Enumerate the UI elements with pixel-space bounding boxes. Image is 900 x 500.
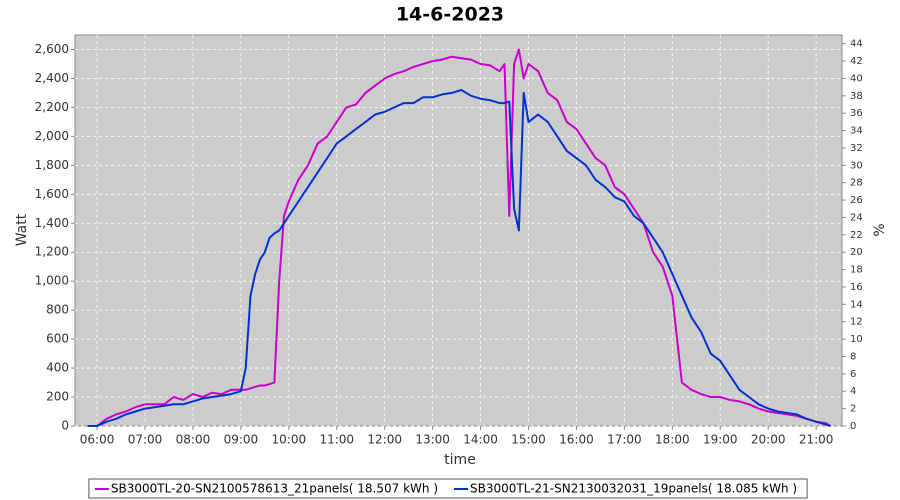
y-tick-label: 800 <box>46 303 69 317</box>
x-tick-label: 06:00 <box>80 433 115 447</box>
y-tick-label: 1,000 <box>35 274 69 288</box>
x-tick-label: 08:00 <box>176 433 211 447</box>
series-line <box>87 89 831 427</box>
y2-tick-label: 0 <box>850 421 856 432</box>
legend-box <box>88 478 808 499</box>
y2-tick-label: 20 <box>850 247 863 258</box>
x-tick-label: 10:00 <box>272 433 307 447</box>
x-tick-label: 07:00 <box>128 433 163 447</box>
y-tick-label: 1,600 <box>35 187 69 201</box>
y-axis-title: Watt <box>14 213 30 246</box>
y2-tick-label: 22 <box>850 230 863 241</box>
y-tick-label: 2,000 <box>35 129 69 143</box>
y2-tick-label: 18 <box>850 265 863 276</box>
y2-tick-label: 34 <box>850 126 863 137</box>
y-tick-label: 1,400 <box>35 216 69 230</box>
y2-tick-label: 26 <box>850 195 863 206</box>
y2-tick-label: 32 <box>850 143 863 154</box>
legend-label: SB3000TL-21-SN2130032031_19panels( 18.08… <box>470 482 797 496</box>
y2-tick-label: 40 <box>850 73 863 84</box>
y2-tick-label: 36 <box>850 108 863 119</box>
plot-area <box>74 34 843 427</box>
chart-title: 14-6-2023 <box>396 4 504 26</box>
y-tick-label: 2,600 <box>35 42 69 56</box>
x-axis-title: time <box>444 452 476 468</box>
y2-tick-label: 6 <box>850 369 856 380</box>
x-tick-label: 21:00 <box>799 433 834 447</box>
y-tick-label: 200 <box>46 390 69 404</box>
y2-tick-label: 24 <box>850 212 863 223</box>
y2-axis-title: % <box>872 223 888 236</box>
y2-tick-label: 14 <box>850 299 863 310</box>
y-tick-label: 0 <box>61 419 69 433</box>
y-tick-label: 600 <box>46 332 69 346</box>
y-tick-label: 1,800 <box>35 158 69 172</box>
x-tick-label: 19:00 <box>703 433 738 447</box>
x-tick-label: 15:00 <box>511 433 546 447</box>
y-tick-label: 2,200 <box>35 100 69 114</box>
y2-tick-label: 42 <box>850 56 863 67</box>
y2-tick-label: 8 <box>850 351 856 362</box>
x-tick-label: 12:00 <box>367 433 402 447</box>
x-tick-label: 09:00 <box>224 433 259 447</box>
x-tick-label: 18:00 <box>655 433 690 447</box>
y-tick-label: 400 <box>46 361 69 375</box>
y2-tick-label: 44 <box>850 39 863 50</box>
y2-tick-label: 30 <box>850 160 863 171</box>
legend-label: SB3000TL-20-SN2100578613_21panels( 18.50… <box>111 482 438 496</box>
y-tick-label: 1,200 <box>35 245 69 259</box>
y2-tick-label: 10 <box>850 334 863 345</box>
y2-tick-label: 16 <box>850 282 863 293</box>
y2-tick-label: 2 <box>850 404 856 415</box>
y2-tick-label: 12 <box>850 317 863 328</box>
x-tick-label: 20:00 <box>751 433 786 447</box>
x-tick-label: 13:00 <box>415 433 450 447</box>
y-tick-label: 2,400 <box>35 71 69 85</box>
x-tick-label: 11:00 <box>319 433 354 447</box>
y2-tick-label: 4 <box>850 386 856 397</box>
x-tick-label: 16:00 <box>559 433 594 447</box>
x-tick-label: 17:00 <box>607 433 642 447</box>
y2-tick-label: 28 <box>850 178 863 189</box>
series-line <box>87 48 832 427</box>
x-tick-label: 14:00 <box>463 433 498 447</box>
y2-tick-label: 38 <box>850 91 863 102</box>
